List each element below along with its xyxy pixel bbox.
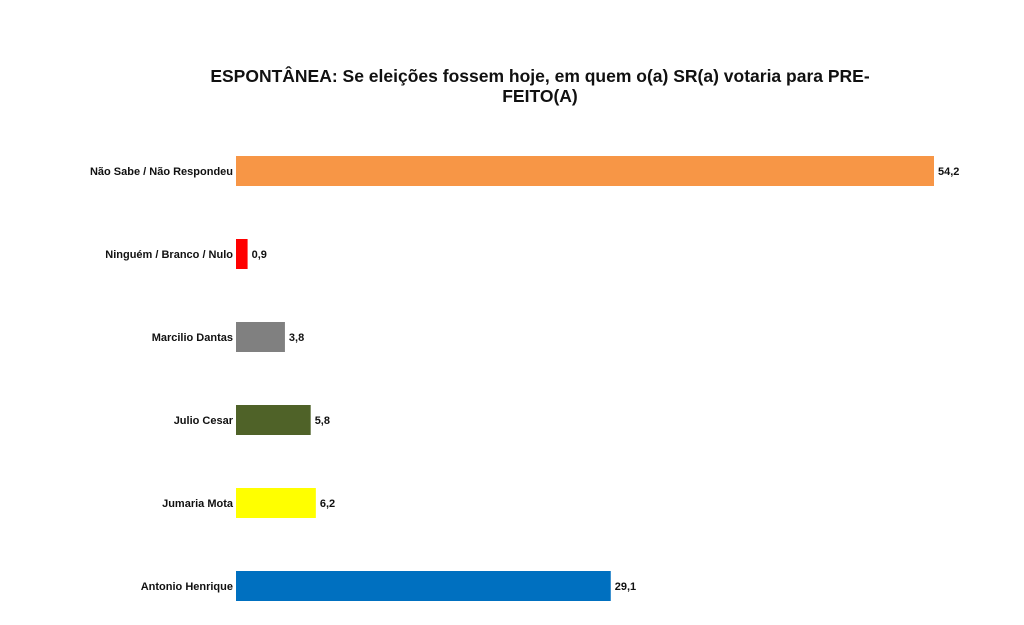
category-label-marcilio-dantas: Marcilio Dantas — [152, 332, 233, 344]
category-label-nao-sabe-nao-respondeu: Não Sabe / Não Respondeu — [90, 166, 233, 178]
bar-nao-sabe-nao-respondeu — [236, 156, 934, 186]
category-label-antonio-henrique: Antonio Henrique — [141, 581, 233, 593]
category-label-ninguem-branco-nulo: Ninguém / Branco / Nulo — [105, 249, 233, 261]
chart-title: ESPONTÂNEA: Se eleições fossem hoje, em … — [150, 66, 930, 106]
value-label-marcilio-dantas: 3,8 — [289, 332, 304, 344]
category-label-jumaria-mota: Jumaria Mota — [162, 498, 234, 510]
value-label-nao-sabe-nao-respondeu: 54,2 — [938, 166, 959, 178]
bars-group: Não Sabe / Não Respondeu 54,2 Ninguém / Br… — [90, 156, 959, 601]
value-label-antonio-henrique: 29,1 — [615, 581, 636, 593]
bar-antonio-henrique — [236, 571, 611, 601]
bar-ninguem-branco-nulo — [236, 239, 248, 269]
value-label-jumaria-mota: 6,2 — [320, 498, 335, 510]
category-label-julio-cesar: Julio Cesar — [174, 415, 234, 427]
value-label-ninguem-branco-nulo: 0,9 — [252, 249, 267, 261]
chart-title-line-1: ESPONTÂNEA: Se eleições fossem hoje, em … — [210, 66, 870, 86]
bar-marcilio-dantas — [236, 322, 285, 352]
bar-julio-cesar — [236, 405, 311, 435]
value-label-julio-cesar: 5,8 — [315, 415, 330, 427]
bar-jumaria-mota — [236, 488, 316, 518]
chart-title-line-2: FEITO(A) — [502, 86, 578, 106]
